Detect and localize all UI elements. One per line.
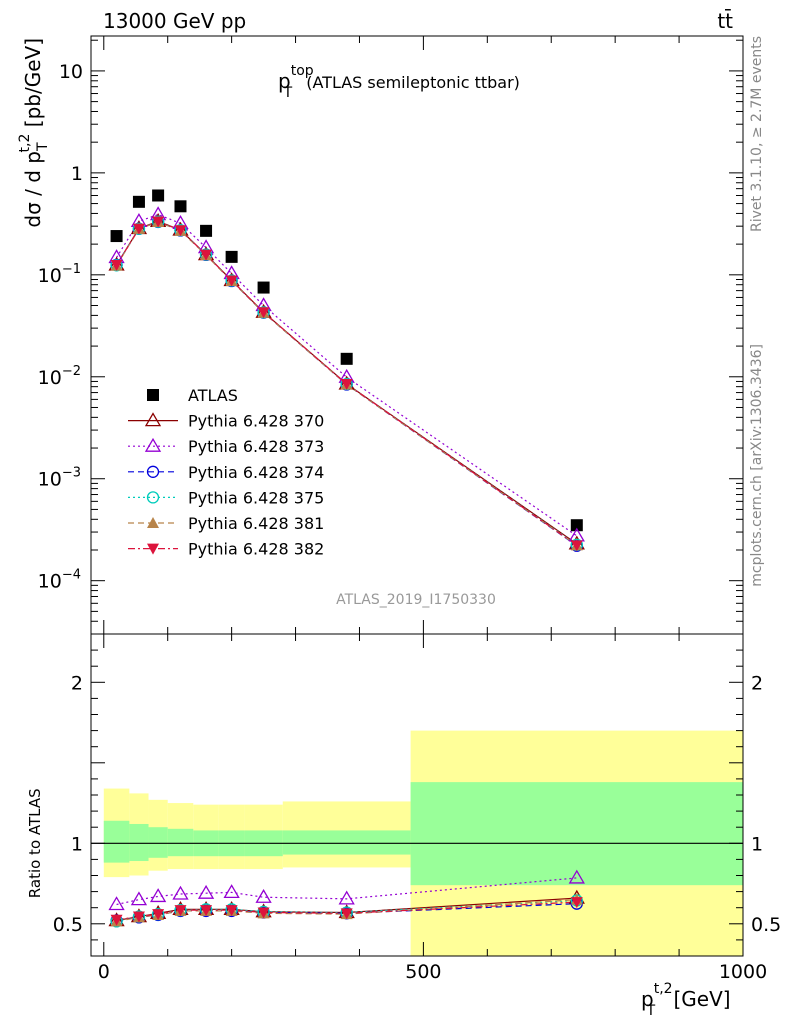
legend-marker xyxy=(146,465,160,478)
x-tick-label: 1000 xyxy=(719,961,767,983)
data-point xyxy=(174,200,187,213)
x-tick-label: 500 xyxy=(405,961,441,983)
ratio-y-tick-label-left: 2 xyxy=(71,672,83,694)
ratio-markers-1 xyxy=(108,869,585,911)
legend-label: Pythia 6.428 382 xyxy=(188,540,324,559)
mcplots-label: mcplots.cern.ch [arXiv:1306.3436] xyxy=(749,344,765,587)
ratio-point xyxy=(257,907,270,919)
data-point xyxy=(132,223,145,235)
data-point xyxy=(340,378,353,390)
data-point xyxy=(200,224,213,237)
data-point xyxy=(257,281,270,294)
ratio-point xyxy=(132,911,145,923)
ratio-series-1 xyxy=(116,877,577,906)
series-markers-6 xyxy=(110,216,583,552)
inner-band xyxy=(167,828,194,857)
ratio-point xyxy=(130,891,148,906)
legend-marker xyxy=(144,412,162,427)
x-tick-label: 0 xyxy=(98,961,110,983)
ratio-point xyxy=(570,897,583,909)
y-axis-label: dσ / d pTt,2 [pb/GeV] xyxy=(17,38,51,228)
inner-band xyxy=(103,820,130,863)
ratio-point xyxy=(568,869,585,884)
series-2 xyxy=(116,213,578,537)
data-point xyxy=(132,195,145,208)
data-point xyxy=(200,249,213,261)
legend-marker xyxy=(147,517,159,528)
inner-band xyxy=(410,782,743,886)
x-axis-label: pt,2 T [GeV] xyxy=(641,981,731,1019)
ratio-point xyxy=(174,905,187,917)
data-point xyxy=(570,540,583,552)
analysis-id-label: ATLAS_2019_I1750330 xyxy=(336,592,496,608)
data-point xyxy=(225,275,238,287)
header-left: 13000 GeV pp xyxy=(103,9,246,33)
y-tick-label: 10−2 xyxy=(38,364,81,389)
ratio-point xyxy=(152,909,165,921)
legend-label: Pythia 6.428 381 xyxy=(188,514,324,533)
ratio-point xyxy=(340,908,353,920)
series-line xyxy=(116,213,578,537)
legend-label: Pythia 6.428 375 xyxy=(188,488,324,507)
ratio-point xyxy=(200,905,213,917)
data-point xyxy=(340,352,353,365)
inner-band xyxy=(148,827,168,858)
ratio-point xyxy=(338,890,355,905)
rivet-version-label: Rivet 3.1.10, ≥ 2.7M events xyxy=(749,36,765,232)
header-right: tt̄ xyxy=(717,8,733,33)
legend-marker xyxy=(147,389,159,401)
y-tick-label: 1 xyxy=(71,163,83,185)
chart-title: ptop T(ATLAS semileptonic ttbar) xyxy=(278,63,520,101)
legend-label: Pythia 6.428 374 xyxy=(188,463,324,482)
ratio-y-tick-label-right: 1 xyxy=(751,833,763,855)
ratio-markers-5 xyxy=(110,897,583,926)
data-point xyxy=(174,225,187,237)
ratio-y-tick-label-left: 1 xyxy=(71,833,83,855)
data-point xyxy=(152,216,165,228)
ratio-y-tick-label-left: 0.5 xyxy=(53,914,83,936)
ratio-point xyxy=(255,888,272,903)
ratio-y-tick-label-right: 0.5 xyxy=(751,914,781,936)
legend-label: Pythia 6.428 373 xyxy=(188,437,324,456)
legend-label: ATLAS xyxy=(188,386,238,405)
y-tick-label: 10−3 xyxy=(38,466,81,491)
data-point xyxy=(570,519,583,532)
series-markers-0 xyxy=(110,189,583,532)
legend-marker xyxy=(147,543,159,555)
y-tick-label: 10−4 xyxy=(38,568,81,593)
data-point xyxy=(110,259,123,271)
data-point xyxy=(152,189,165,202)
legend: ATLAS Pythia 6.428 370 Pythia 6.428 373 Pyt… xyxy=(128,386,324,559)
ratio-point xyxy=(225,905,238,917)
inner-band xyxy=(282,830,411,855)
ratio-y-tick-label-right: 2 xyxy=(751,672,763,694)
ratio-point xyxy=(110,914,123,926)
data-point xyxy=(110,230,123,243)
data-point xyxy=(225,250,238,263)
ratio-point xyxy=(223,884,240,899)
main-panel: 10 1 10−1 10−2 10−3 10−4 dσ / d pTt,2 [pb/GeV]… xyxy=(17,35,744,635)
y-tick-label: 10 xyxy=(59,61,83,83)
ratio-y-axis-label: Ratio to ATLAS xyxy=(26,788,44,898)
legend-marker xyxy=(146,491,160,504)
data-point xyxy=(257,307,270,319)
inner-band xyxy=(129,823,149,862)
ratio-panel: 0.5 0.5 1 1 2 2 0 500 1000 Ratio to ATLAS pt,2 T [G… xyxy=(26,633,781,1019)
ratio-point xyxy=(149,888,167,903)
ratio-point xyxy=(172,885,189,900)
ratio-point xyxy=(197,884,215,899)
legend-marker xyxy=(144,437,162,452)
legend-label: Pythia 6.428 370 xyxy=(188,412,324,431)
ratio-point xyxy=(108,896,125,911)
y-tick-label: 10−1 xyxy=(38,262,81,287)
series-markers-2 xyxy=(108,206,585,542)
ratio-line xyxy=(116,877,577,906)
